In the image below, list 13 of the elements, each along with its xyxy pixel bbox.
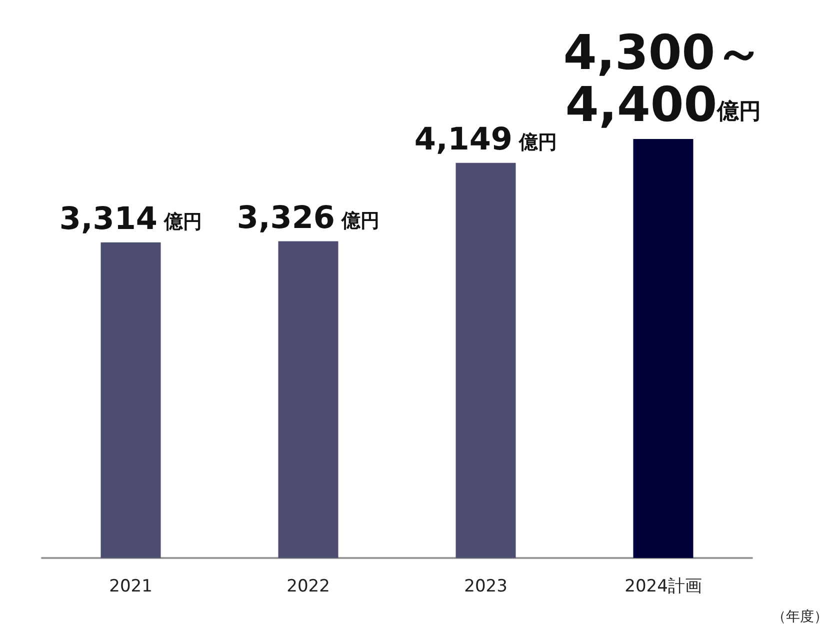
- x-axis-title: （年度）: [772, 609, 828, 624]
- x-tick-label: 2024計画: [624, 576, 702, 596]
- x-tick-label: 2021: [109, 576, 152, 596]
- data-label: 3,314 億円: [59, 200, 202, 237]
- bar: [633, 139, 694, 558]
- bar: [456, 162, 516, 558]
- x-tick-label: 2023: [464, 576, 508, 596]
- data-label: 3,326 億円: [236, 200, 380, 236]
- bar: [100, 242, 161, 558]
- data-label: 4,149 億円: [414, 121, 558, 158]
- data-label: 4,300～4,400億円: [563, 25, 764, 133]
- x-tick-label: 2022: [286, 576, 330, 596]
- bar: [278, 241, 338, 558]
